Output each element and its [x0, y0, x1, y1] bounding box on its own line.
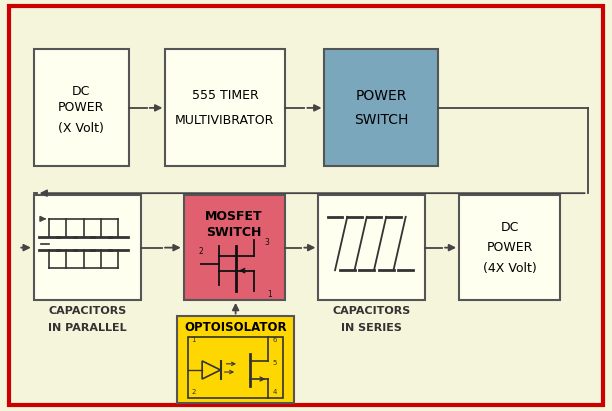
Text: (4X Volt): (4X Volt) [483, 262, 536, 275]
Bar [165, 49, 285, 166]
Text: CAPACITORS: CAPACITORS [48, 306, 126, 316]
Text: CAPACITORS: CAPACITORS [333, 306, 411, 316]
Bar [318, 195, 425, 300]
Text: MOSFET: MOSFET [205, 210, 263, 223]
Text: IN SERIES: IN SERIES [341, 323, 402, 332]
Text: POWER: POWER [356, 88, 406, 103]
Bar [184, 195, 285, 300]
Text: 1: 1 [267, 289, 272, 298]
Text: POWER: POWER [58, 102, 104, 114]
Bar [459, 195, 560, 300]
Text: SWITCH: SWITCH [206, 226, 262, 239]
Bar [324, 49, 438, 166]
Text: 5: 5 [272, 360, 277, 366]
Text: 1: 1 [192, 337, 196, 342]
Text: 6: 6 [272, 337, 277, 342]
Text: 555 TIMER: 555 TIMER [192, 89, 258, 102]
Text: MULTIVIBRATOR: MULTIVIBRATOR [175, 114, 275, 127]
Text: 2: 2 [199, 247, 204, 256]
Bar [34, 195, 141, 300]
Bar [188, 337, 283, 398]
Text: POWER: POWER [487, 241, 532, 254]
Text: 4: 4 [272, 389, 277, 395]
Text: DC: DC [72, 85, 91, 98]
Text: DC: DC [500, 221, 519, 233]
Text: OPTOISOLATOR: OPTOISOLATOR [184, 321, 287, 335]
Text: (X Volt): (X Volt) [58, 122, 104, 135]
Text: IN PARALLEL: IN PARALLEL [48, 323, 127, 332]
Text: 3: 3 [264, 238, 269, 247]
Text: SWITCH: SWITCH [354, 113, 408, 127]
Bar [34, 49, 129, 166]
Text: 2: 2 [192, 389, 196, 395]
Bar [177, 316, 294, 403]
